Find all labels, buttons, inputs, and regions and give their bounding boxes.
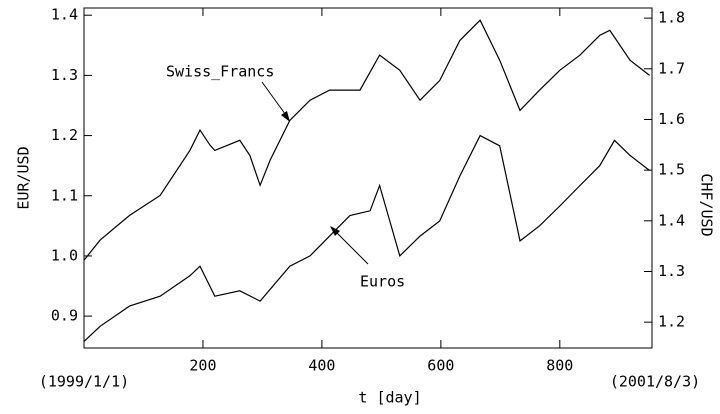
y-tick-label: 1.3 — [51, 66, 78, 84]
y2-tick-label: 1.5 — [658, 161, 685, 179]
y2-tick-label: 1.7 — [658, 59, 685, 77]
plot-frame — [83, 7, 653, 349]
y2-tick-label: 1.3 — [658, 262, 685, 280]
series-label: Swiss_Francs — [166, 63, 274, 81]
x-axis-label: t [day] — [358, 389, 421, 407]
y-tick-label: 1.0 — [51, 246, 78, 264]
x-tick-label: 600 — [427, 357, 454, 375]
series-label: Euros — [360, 273, 405, 291]
y2-tick-label: 1.2 — [658, 313, 685, 331]
y2-tick-label: 1.6 — [658, 110, 685, 128]
annotation-arrow — [333, 229, 369, 265]
x-tick-label: 400 — [308, 357, 335, 375]
y-tick-label: 1.2 — [51, 126, 78, 144]
y2-tick-label: 1.4 — [658, 211, 685, 229]
annotation-arrow — [261, 81, 289, 119]
y2-axis-label: CHF/USD — [698, 173, 716, 236]
y-tick-label: 1.1 — [51, 186, 78, 204]
y2-tick-label: 1.8 — [658, 9, 685, 27]
x-start-date: (1999/1/1) — [39, 373, 129, 391]
series-line — [83, 19, 650, 261]
x-end-date: (2001/8/3) — [610, 373, 700, 391]
y-tick-label: 1.4 — [51, 6, 78, 24]
y-tick-label: 0.9 — [51, 307, 78, 325]
x-tick-label: 200 — [189, 357, 216, 375]
arrow-head — [281, 111, 290, 122]
y-axis-label: EUR/USD — [15, 146, 33, 209]
series-line — [83, 134, 650, 342]
x-tick-label: 800 — [546, 357, 573, 375]
